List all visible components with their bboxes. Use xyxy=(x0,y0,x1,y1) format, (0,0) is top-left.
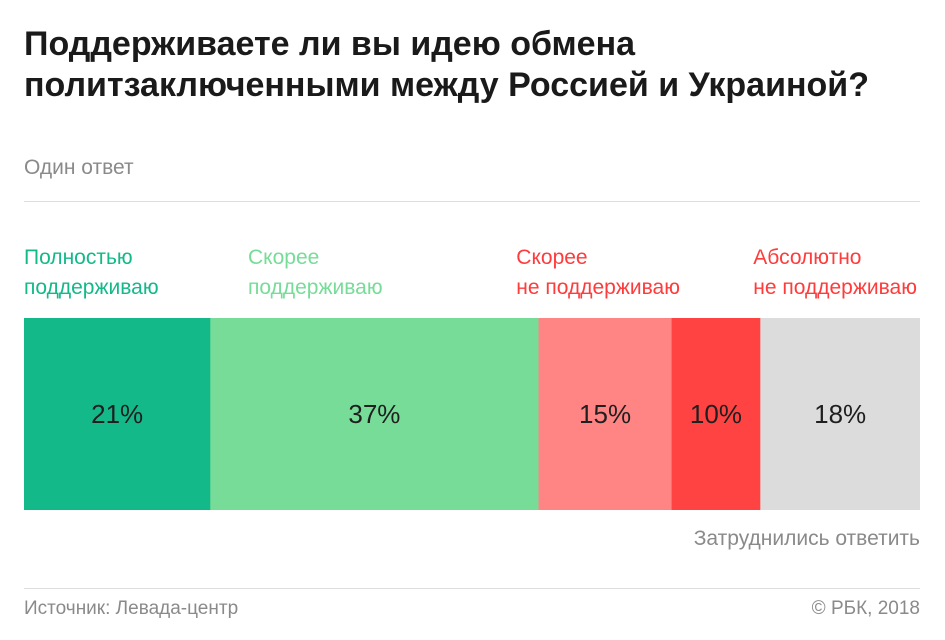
bar-value-label: 10% xyxy=(690,399,742,429)
stacked-bar-chart: 21% 37% 15% 10% 18% xyxy=(24,318,920,510)
bar-segment-rather-support xyxy=(210,318,540,510)
bar-value-label: 15% xyxy=(579,399,631,429)
legend-label-line: не поддерживаю xyxy=(753,276,917,299)
legend-label-line: Полностью xyxy=(24,246,133,269)
legend-label-line: Скорее xyxy=(248,246,320,269)
legend-label-line: не поддерживаю xyxy=(516,276,680,299)
bar-value-label: 18% xyxy=(814,399,866,429)
chart-title: Поддерживаете ли вы идею обмена политзак… xyxy=(24,25,869,104)
source-text: Источник: Левада-центр xyxy=(24,598,239,619)
legend-label-line: поддерживаю xyxy=(24,276,159,299)
legend-label-line: Скорее xyxy=(516,246,588,269)
legend-label-rather-support: Скорее поддерживаю xyxy=(248,243,383,303)
legend-label-rather-not-support: Скорее не поддерживаю xyxy=(516,243,680,303)
bar-segment-fully-support xyxy=(24,318,211,510)
legend-label-fully-support: Полностью поддерживаю xyxy=(24,243,159,303)
top-divider xyxy=(24,201,920,202)
legend-label-absolutely-not-support: Абсолютно не поддерживаю xyxy=(753,243,917,303)
bar-segment-rather-not-support xyxy=(538,318,673,510)
bar-segment-no-answer xyxy=(760,318,920,510)
no-answer-label: Затруднились ответить xyxy=(693,527,920,550)
bar-segment-absolutely-not-support xyxy=(671,318,761,510)
legend-label-line: поддерживаю xyxy=(248,276,383,299)
bar-value-label: 21% xyxy=(91,399,143,429)
bottom-divider xyxy=(24,588,920,589)
chart-subtitle: Один ответ xyxy=(24,156,134,179)
legend-label-line: Абсолютно xyxy=(753,246,862,269)
copyright-text: © РБК, 2018 xyxy=(811,598,920,619)
bar-value-label: 37% xyxy=(348,399,400,429)
